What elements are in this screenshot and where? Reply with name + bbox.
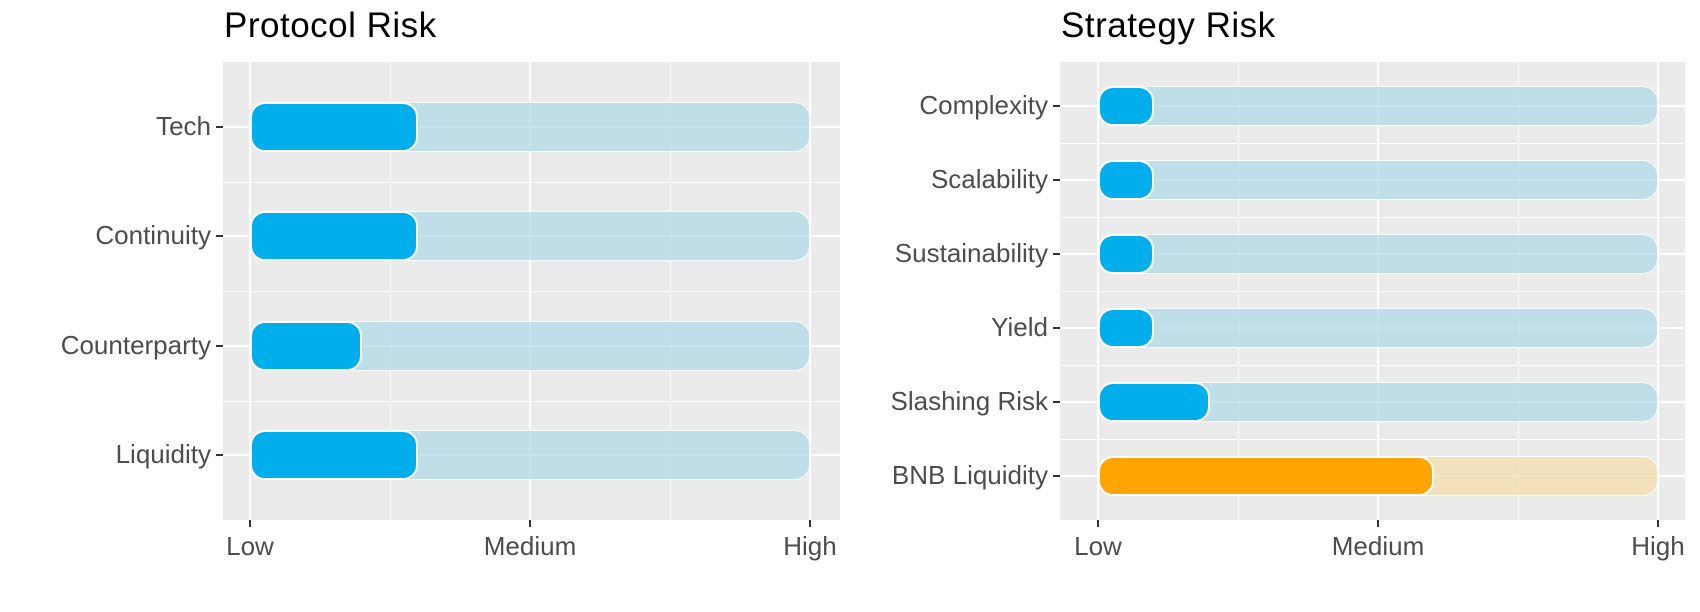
grid-line-horizontal-minor <box>223 182 840 183</box>
x-axis-tick <box>529 520 531 527</box>
y-axis-tick <box>1053 327 1060 329</box>
y-axis-label: Yield <box>991 312 1048 342</box>
chart-title: Strategy Risk <box>1061 6 1276 45</box>
x-axis-tick-label: Low <box>1074 531 1122 561</box>
bar-fill <box>250 430 418 480</box>
y-axis-tick <box>1053 475 1060 477</box>
plot-panel <box>1060 62 1685 520</box>
x-axis-tick <box>1657 520 1659 527</box>
x-axis-tick <box>249 520 251 527</box>
y-axis-tick <box>216 345 223 347</box>
y-axis-label: Liquidity <box>115 439 211 469</box>
y-axis-label: Scalability <box>930 164 1048 194</box>
y-axis-tick <box>1053 401 1060 403</box>
grid-line-horizontal-minor <box>223 401 840 402</box>
y-axis-label: Continuity <box>95 220 211 250</box>
bar-fill <box>250 211 418 261</box>
grid-line-horizontal-minor <box>223 291 840 292</box>
y-axis-tick <box>1053 253 1060 255</box>
x-axis-tick-label: High <box>1631 531 1685 561</box>
bar-fill <box>1098 308 1154 348</box>
y-axis-label: Complexity <box>919 90 1048 120</box>
grid-line-horizontal-minor <box>1060 365 1685 366</box>
x-axis-tick <box>809 520 811 527</box>
bar-track <box>1098 160 1658 200</box>
y-axis-label: Slashing Risk <box>890 386 1048 416</box>
y-axis-tick <box>1053 179 1060 181</box>
grid-line-horizontal-minor <box>1060 439 1685 440</box>
bar-fill <box>1098 160 1154 200</box>
bar-fill <box>250 321 362 371</box>
chart-title: Protocol Risk <box>224 6 437 45</box>
y-axis-tick <box>216 126 223 128</box>
y-axis-label: Counterparty <box>60 330 211 360</box>
y-axis-label: Tech <box>156 111 211 141</box>
grid-line-horizontal-minor <box>1060 143 1685 144</box>
bar-track <box>1098 308 1658 348</box>
x-axis-tick-label: Medium <box>1331 531 1425 561</box>
grid-line-horizontal-minor <box>1060 217 1685 218</box>
bar-fill <box>1098 86 1154 126</box>
x-axis-tick-label: High <box>783 531 837 561</box>
bar-fill <box>1098 382 1210 422</box>
y-axis-tick <box>1053 105 1060 107</box>
y-axis-label: Sustainability <box>894 238 1048 268</box>
x-axis-tick-label: Low <box>226 531 274 561</box>
x-axis-tick <box>1377 520 1379 527</box>
y-axis-label: BNB Liquidity <box>891 460 1048 490</box>
x-axis-tick <box>1097 520 1099 527</box>
bar-fill <box>1098 456 1434 496</box>
grid-line-horizontal-minor <box>1060 291 1685 292</box>
y-axis-tick <box>216 454 223 456</box>
y-axis-tick <box>216 235 223 237</box>
bar-track <box>1098 86 1658 126</box>
bar-fill <box>250 102 418 152</box>
x-axis-tick-label: Medium <box>483 531 577 561</box>
bar-fill <box>1098 234 1154 274</box>
bar-track <box>1098 234 1658 274</box>
